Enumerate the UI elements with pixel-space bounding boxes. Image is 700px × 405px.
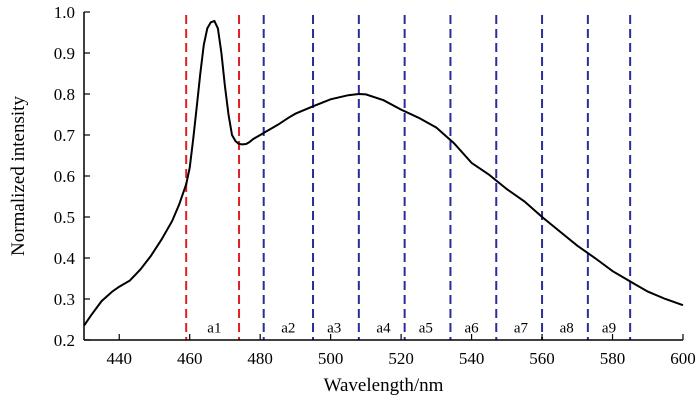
band-label-a6: a6 xyxy=(465,321,480,337)
y-tick-label: 0.3 xyxy=(54,290,75,309)
y-tick-label: 1.0 xyxy=(54,3,75,22)
y-tick-label: 0.9 xyxy=(54,44,75,63)
band-boundaries xyxy=(185,15,632,340)
x-tick-label: 540 xyxy=(459,349,485,368)
band-labels: a1 a2 a3 a4 a5 a6 a7 a8 a9 xyxy=(207,321,616,337)
x-tick-label: 440 xyxy=(106,349,132,368)
band-label-a8: a8 xyxy=(560,321,574,337)
x-tick-label: 480 xyxy=(247,349,273,368)
x-axis-title: Wavelength/nm xyxy=(324,375,444,396)
x-tick-label: 520 xyxy=(388,349,414,368)
y-tick-label: 0.6 xyxy=(54,167,75,186)
band-label-a4: a4 xyxy=(376,321,391,337)
x-tick-label: 460 xyxy=(177,349,203,368)
x-tick-label: 500 xyxy=(318,349,344,368)
y-tick-label: 0.5 xyxy=(54,208,75,227)
band-label-a1: a1 xyxy=(207,321,221,337)
x-tick-label: 560 xyxy=(529,349,555,368)
band-label-a7: a7 xyxy=(514,321,529,337)
band-label-a2: a2 xyxy=(281,321,295,337)
spectrum-line xyxy=(83,19,684,327)
y-tick-label: 0.4 xyxy=(54,249,76,268)
band-label-a3: a3 xyxy=(327,321,341,337)
y-tick-label: 0.8 xyxy=(54,85,75,104)
x-tick-label: 580 xyxy=(600,349,626,368)
y-tick-label: 0.2 xyxy=(54,331,75,350)
band-label-a5: a5 xyxy=(419,321,433,337)
y-tick-label: 0.7 xyxy=(54,126,76,145)
x-tick-label: 600 xyxy=(670,349,696,368)
band-label-a9: a9 xyxy=(602,321,616,337)
axes: 440 460 480 500 520 540 560 580 600 0.2 0.3 0.4 0.5 0… xyxy=(54,3,696,368)
y-axis-title: Normalized intensity xyxy=(8,96,29,256)
